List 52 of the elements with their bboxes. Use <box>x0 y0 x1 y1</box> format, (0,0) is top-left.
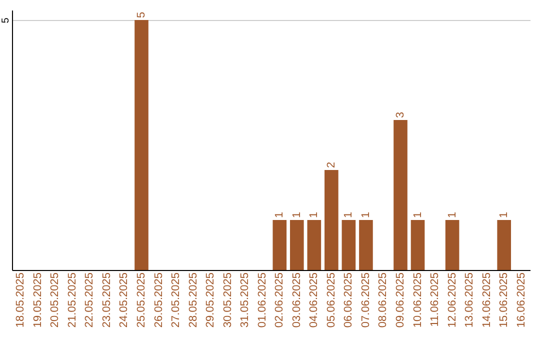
x-tick-label: 02.06.2025 <box>274 272 286 328</box>
bar <box>307 220 322 270</box>
bar <box>134 20 148 270</box>
x-tick-label: 04.06.2025 <box>308 272 320 328</box>
x-tick-label: 20.05.2025 <box>49 272 62 328</box>
bar <box>497 220 512 270</box>
x-tick-label: 01.06.2025 <box>256 272 268 328</box>
x-tick-label: 12.06.2025 <box>446 272 458 328</box>
bar <box>272 220 287 270</box>
data-label: 2 <box>325 162 338 168</box>
x-tick-label: 10.06.2025 <box>412 272 424 328</box>
data-label: 5 <box>136 12 148 18</box>
data-label: 3 <box>394 112 406 118</box>
data-label: 1 <box>412 212 424 218</box>
bar <box>359 220 373 270</box>
bar <box>324 170 338 270</box>
x-tick-label: 13.06.2025 <box>464 272 476 328</box>
x-tick-label: 26.05.2025 <box>152 272 165 328</box>
bar <box>410 220 425 270</box>
data-label: 1 <box>446 212 458 218</box>
x-tick-label: 14.06.2025 <box>480 272 493 328</box>
x-tick-label: 15.06.2025 <box>498 272 510 328</box>
x-tick-label: 24.05.2025 <box>118 272 130 328</box>
data-label: 1 <box>290 212 303 218</box>
bar <box>394 120 408 270</box>
data-label: 1 <box>308 212 320 218</box>
x-tick-label: 23.05.2025 <box>100 272 113 328</box>
bar <box>445 220 460 270</box>
data-label: 1 <box>342 212 355 218</box>
x-tick-label: 31.05.2025 <box>239 272 252 328</box>
x-tick-label: 18.05.2025 <box>14 272 27 328</box>
x-tick-label: 28.05.2025 <box>187 272 200 328</box>
data-label: 1 <box>360 212 372 218</box>
x-tick-label: 25.05.2025 <box>136 272 148 328</box>
x-tick-label: 11.06.2025 <box>429 272 442 327</box>
x-tick-label: 03.06.2025 <box>290 272 303 328</box>
x-tick-label: 05.06.2025 <box>325 272 338 328</box>
x-tick-label: 30.05.2025 <box>222 272 234 328</box>
data-label: 1 <box>274 212 286 218</box>
x-tick-label: 27.05.2025 <box>170 272 182 328</box>
x-tick-label: 07.06.2025 <box>360 272 372 328</box>
x-tick-label: 09.06.2025 <box>394 272 406 328</box>
x-tick-label: 21.05.2025 <box>66 272 78 328</box>
data-label: 1 <box>498 212 510 218</box>
x-tick-label: 22.05.2025 <box>84 272 96 328</box>
bar <box>342 220 356 270</box>
x-tick-label: 19.05.2025 <box>32 272 44 328</box>
x-tick-label: 29.05.2025 <box>204 272 217 328</box>
x-tick-label: 16.06.2025 <box>515 272 528 328</box>
bar <box>290 220 304 270</box>
x-tick-label: 06.06.2025 <box>342 272 355 328</box>
x-tick-label: 08.06.2025 <box>377 272 390 328</box>
